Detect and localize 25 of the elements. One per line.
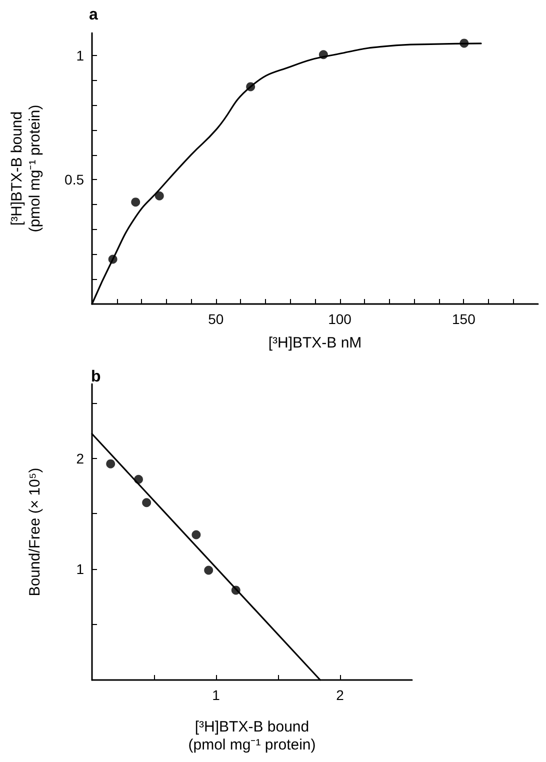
point (246, 82, 256, 92)
point (106, 459, 116, 468)
point (134, 474, 144, 484)
x-tick-label: 50 (208, 311, 224, 327)
point (192, 530, 201, 540)
point (231, 586, 240, 595)
point (460, 38, 469, 48)
x-axis-title: [³H]BTX-B nM (268, 334, 362, 352)
point (318, 50, 328, 60)
x-axis-title: [³H]BTX-B bound (pmol mg⁻¹ protein) (188, 718, 316, 754)
x-tick-label: 150 (452, 311, 476, 327)
y-tick-label: 0.5 (64, 172, 84, 188)
x-tick-label: 100 (328, 311, 352, 327)
point (154, 191, 164, 200)
point (204, 566, 214, 575)
y-tick-label: 1 (76, 561, 84, 578)
chart-title: b (91, 368, 101, 386)
y-tick-label: 1 (76, 47, 84, 64)
point (142, 498, 152, 508)
point (108, 254, 118, 264)
y-tick-label: 2 (76, 450, 84, 466)
y-axis-title: Bound/Free (× 10⁵) (26, 468, 44, 596)
chart-title: a (89, 6, 98, 24)
point (131, 198, 140, 207)
y-axis-title: [³H]BTX-B bound (pmol mg⁻¹ protein) (8, 104, 44, 232)
